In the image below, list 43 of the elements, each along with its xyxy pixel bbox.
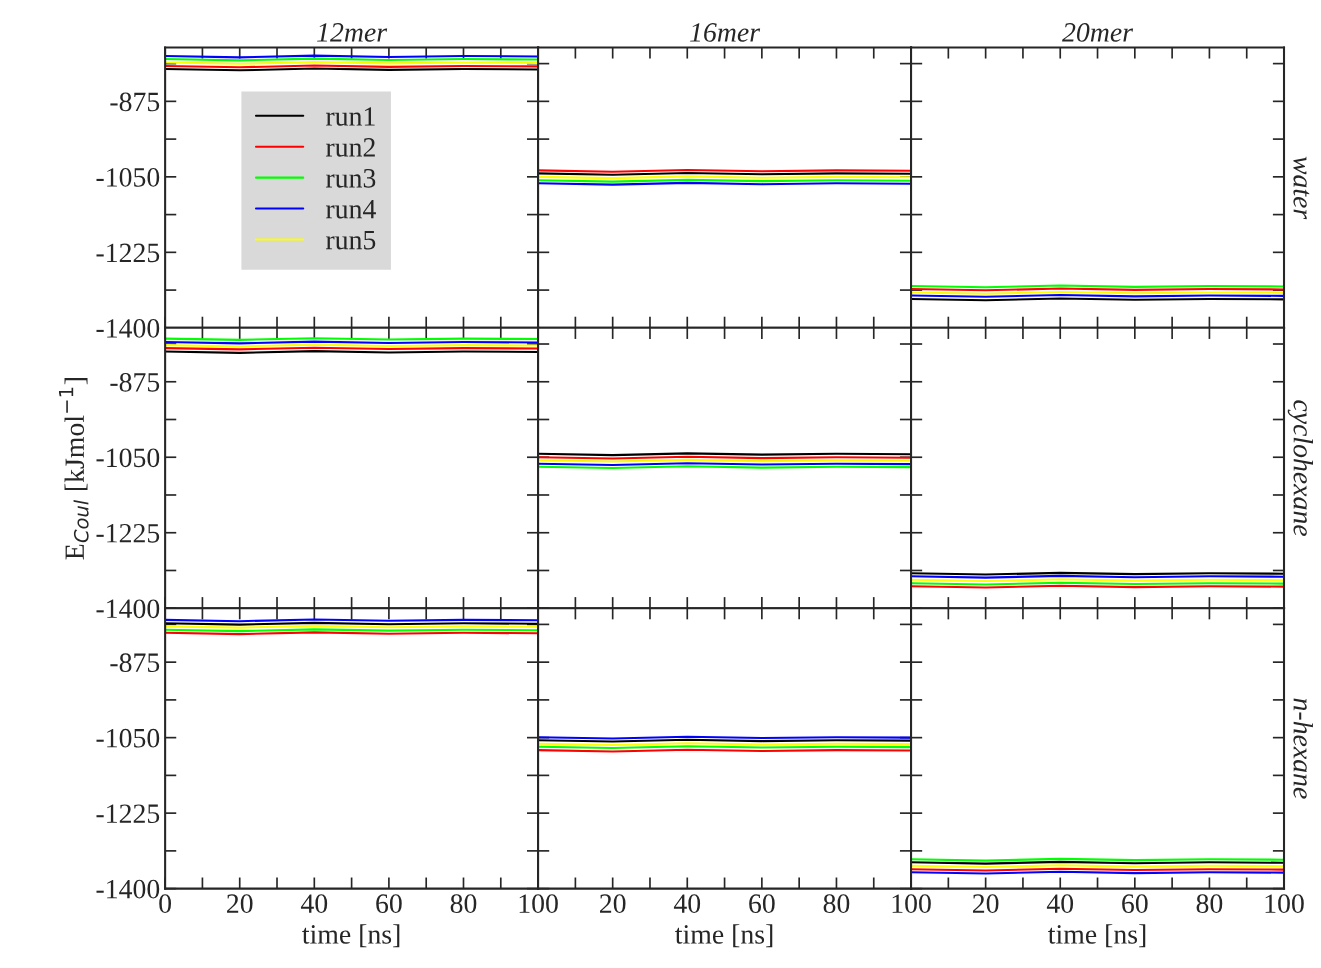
legend-label: run2	[325, 138, 375, 157]
y-tick-label: -875	[110, 372, 160, 392]
x-tick-label: 100	[1265, 894, 1304, 914]
y-tick-label: -1050	[96, 168, 160, 187]
y-tick-label: -1225	[96, 523, 160, 543]
y-tick-label: -1400	[96, 599, 160, 619]
chart-title: 16mer	[690, 23, 761, 42]
x-axis-title: time [ns]	[302, 924, 400, 948]
x-tick-label: 60	[1122, 894, 1148, 914]
x-tick-label: 0	[159, 894, 172, 914]
x-tick-label: 20	[600, 894, 626, 914]
legend-label: run1	[325, 107, 375, 126]
x-tick-label: 60	[376, 894, 402, 914]
legend-label: run4	[325, 200, 376, 219]
y-tick-label: -1225	[96, 243, 160, 263]
y-tick-label: -1225	[96, 804, 160, 824]
y2-axis-title: n-hexane	[1293, 698, 1313, 799]
x-tick-label: 80	[823, 894, 850, 914]
legend-label: run3	[325, 168, 376, 188]
x-tick-label: 40	[300, 894, 328, 914]
chart-title: 20mer	[1062, 23, 1134, 42]
x-tick-label: 100	[892, 894, 931, 914]
y-tick-label: -1050	[96, 448, 160, 468]
y2-axis-title: cyclohexane	[1287, 400, 1314, 537]
x-axis-title: time [ns]	[675, 924, 773, 948]
chart-title: 12mer	[317, 23, 388, 42]
y-tick-label: -1400	[96, 318, 160, 338]
x-tick-label: 20	[227, 894, 253, 914]
x-tick-label: 80	[1196, 894, 1223, 914]
y2-axis-title: water	[1293, 156, 1310, 220]
x-tick-label: 60	[749, 894, 775, 914]
y-tick-label: -1400	[96, 879, 160, 899]
x-tick-label: 20	[972, 894, 999, 914]
legend-label: run5	[325, 231, 376, 250]
y-tick-label: -875	[110, 92, 160, 112]
x-axis-title: time [ns]	[1048, 924, 1146, 948]
x-tick-label: 80	[450, 894, 477, 914]
y-axis-title: E$_{Coul}$ [kJmol$^{−1}$]	[58, 378, 89, 560]
y-tick-label: -875	[110, 653, 160, 673]
y-tick-label: -1050	[96, 728, 160, 748]
x-tick-label: 40	[1046, 894, 1074, 914]
x-tick-label: 40	[673, 894, 701, 914]
x-tick-label: 100	[519, 894, 558, 914]
